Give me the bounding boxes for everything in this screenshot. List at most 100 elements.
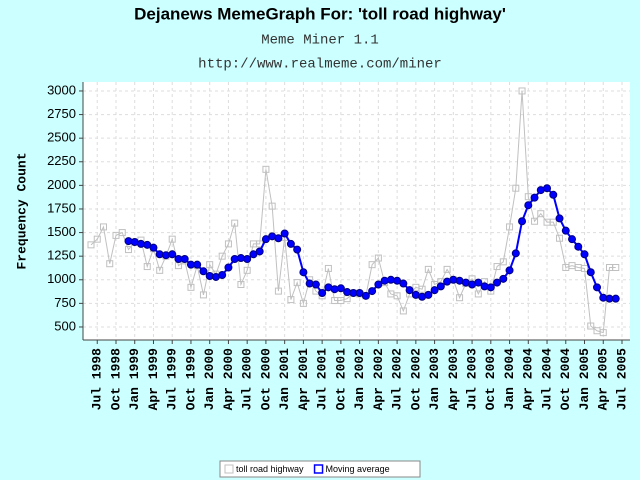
x-tick-label: Apr 2005: [596, 348, 611, 411]
data-point: [180, 255, 189, 264]
data-point: [549, 190, 558, 199]
x-tick-label: Jul 2004: [539, 348, 554, 411]
data-point: [436, 282, 445, 291]
y-tick-label: 2250: [47, 153, 76, 168]
data-point: [399, 279, 408, 288]
data-point: [187, 283, 195, 291]
data-point: [593, 283, 602, 292]
y-axis-label: Frequency Count: [14, 152, 29, 269]
x-tick-label: Oct 2000: [258, 348, 273, 411]
x-tick-label: Apr 2004: [521, 348, 536, 411]
x-tick-label: Oct 2003: [483, 348, 498, 411]
data-point: [474, 290, 482, 298]
data-point: [168, 235, 176, 243]
x-tick-label: Jan 2004: [502, 348, 517, 411]
data-point: [511, 249, 520, 258]
data-point: [505, 266, 514, 275]
y-tick-label: 1250: [47, 248, 76, 263]
data-point: [99, 223, 107, 231]
chart-url: http://www.realmeme.com/miner: [198, 57, 442, 73]
data-point: [293, 245, 302, 254]
data-point: [237, 280, 245, 288]
x-tick-label: Apr 1999: [146, 348, 161, 411]
x-tick-label: Apr 2003: [446, 348, 461, 411]
data-point: [224, 240, 232, 248]
legend-label: toll road highway: [236, 464, 304, 474]
data-point: [456, 294, 464, 302]
data-point: [168, 250, 177, 259]
chart-title: Dejanews MemeGraph For: 'toll road highw…: [134, 4, 506, 23]
data-point: [424, 290, 433, 299]
legend-box: [219, 460, 421, 478]
data-point: [368, 261, 376, 269]
x-tick-label: Jul 2001: [315, 348, 330, 411]
x-tick-label: Jan 2003: [427, 348, 442, 411]
y-tick-label: 750: [54, 295, 76, 310]
x-tick-label: Oct 2004: [558, 348, 573, 411]
x-tick-label: Apr 2000: [221, 348, 236, 411]
data-point: [574, 242, 583, 251]
data-point: [524, 201, 533, 210]
data-point: [274, 287, 282, 295]
y-tick-label: 2000: [47, 177, 76, 192]
x-tick-label: Jul 2002: [390, 348, 405, 411]
data-point: [262, 165, 270, 173]
data-point: [361, 291, 370, 300]
y-tick-label: 2500: [47, 130, 76, 145]
x-tick-label: Jan 2005: [577, 348, 592, 411]
data-point: [587, 322, 595, 330]
data-point: [486, 283, 495, 292]
data-point: [231, 219, 239, 227]
data-point: [580, 250, 589, 259]
plot-area: [83, 82, 630, 340]
y-tick-label: 3000: [47, 82, 76, 97]
data-point: [199, 291, 207, 299]
data-point: [555, 214, 564, 223]
y-tick-label: 1750: [47, 200, 76, 215]
data-point: [499, 274, 508, 283]
data-point: [118, 229, 126, 237]
y-tick-label: 2750: [47, 106, 76, 121]
data-point: [374, 280, 383, 289]
data-point: [255, 247, 264, 256]
data-point: [206, 261, 214, 269]
legend-swatch: [313, 464, 324, 474]
data-point: [474, 278, 483, 287]
data-point: [280, 229, 289, 238]
data-point: [149, 243, 158, 252]
y-tick-label: 500: [54, 318, 76, 333]
data-point: [599, 329, 607, 337]
data-point: [218, 271, 227, 280]
x-tick-label: Jul 2003: [465, 348, 480, 411]
data-point: [561, 226, 570, 235]
y-tick-label: 1500: [47, 224, 76, 239]
data-point: [499, 258, 507, 266]
data-point: [374, 254, 382, 262]
data-point: [299, 268, 308, 277]
data-point: [368, 287, 377, 296]
data-point: [418, 285, 426, 293]
data-point: [318, 288, 327, 297]
data-point: [493, 278, 502, 287]
data-point: [399, 307, 407, 315]
y-tick-label: 1000: [47, 271, 76, 286]
data-point: [218, 252, 226, 260]
x-tick-label: Oct 2002: [408, 348, 423, 411]
data-point: [518, 217, 527, 226]
data-point: [143, 263, 151, 271]
data-point: [530, 193, 539, 202]
data-point: [224, 263, 233, 272]
data-point: [506, 223, 514, 231]
data-point: [293, 279, 301, 287]
data-point: [268, 202, 276, 210]
x-tick-label: Jul 1999: [165, 348, 180, 411]
data-point: [124, 246, 132, 254]
data-point: [611, 294, 620, 303]
data-point: [311, 280, 320, 289]
data-point: [549, 218, 557, 226]
data-point: [193, 260, 202, 269]
legend-label: Moving average: [326, 464, 390, 474]
data-point: [543, 184, 552, 193]
data-point: [518, 87, 526, 95]
data-point: [336, 284, 345, 293]
